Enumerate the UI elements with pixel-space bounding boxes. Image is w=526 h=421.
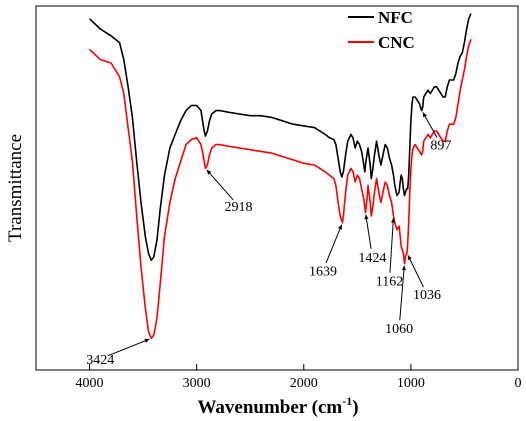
annotation-label: 2918 [224, 200, 252, 215]
x-axis-title: Wavenumber (cm-1) [197, 394, 358, 418]
x-tick-label: 3000 [183, 376, 211, 391]
annotation-label: 897 [430, 139, 451, 154]
x-axis-ticks [89, 364, 519, 370]
annotation-arrowhead [401, 265, 407, 271]
annotation-label: 1424 [358, 251, 386, 266]
x-axis-title-main: Wavenumber (cm [197, 397, 342, 418]
annotation-label: 1060 [385, 322, 413, 337]
annotation-arrowhead [407, 255, 412, 261]
annotation-label: 1036 [413, 288, 441, 303]
annotation-arrowhead [390, 217, 396, 223]
annotation-arrowhead [337, 224, 343, 230]
x-axis-title-close: ) [352, 397, 358, 418]
x-tick-label: 4000 [76, 376, 104, 391]
series-line-cnc [89, 38, 472, 340]
legend: NFC CNC [348, 8, 415, 52]
annotation-label: 1639 [309, 264, 337, 279]
annotation-arrowhead [422, 112, 427, 118]
annotation-label: 1162 [376, 275, 403, 290]
y-axis-title: Transmittance [5, 134, 26, 242]
plot-frame [35, 5, 519, 371]
series-lines [89, 13, 472, 340]
annotation-arrow [107, 338, 150, 357]
annotation-arrow [365, 214, 372, 249]
x-tick-label: 2000 [290, 376, 318, 391]
series-line-nfc [89, 13, 472, 261]
legend-label-nfc: NFC [378, 8, 413, 27]
annotation-arrow [399, 265, 405, 321]
annotation-label: 3424 [86, 353, 114, 368]
annotation-arrow [389, 217, 394, 273]
annotation-arrow [325, 224, 343, 264]
annotation-arrow [422, 112, 438, 138]
annotations: 3424 2918 1639 1424 1162 1060 1036 897 [86, 112, 451, 368]
annotation-arrowhead [206, 169, 212, 175]
x-tick-label: 1000 [397, 376, 425, 391]
x-axis-tick-labels: 4000 3000 2000 1000 0 [76, 376, 522, 391]
annotation-arrowhead [144, 338, 150, 343]
annotation-arrow [206, 169, 234, 201]
x-tick-label: 0 [515, 376, 522, 391]
x-axis-title-superscript: -1 [342, 394, 352, 408]
annotation-arrowhead [364, 214, 369, 220]
legend-label-cnc: CNC [378, 33, 415, 52]
annotation-arrow [407, 254, 424, 288]
